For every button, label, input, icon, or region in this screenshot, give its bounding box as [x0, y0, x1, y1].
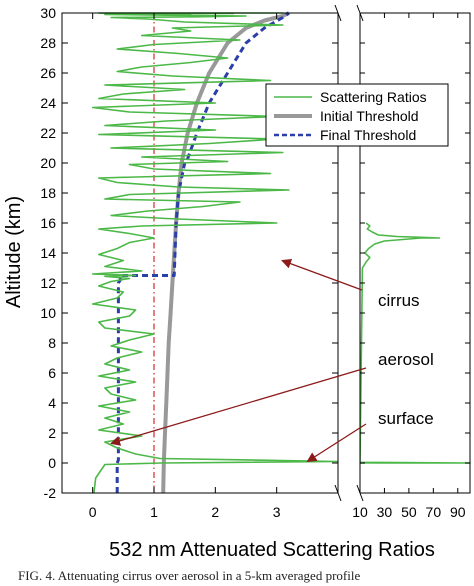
plot-area-broken	[359, 222, 471, 464]
x-tick-label: 50	[401, 504, 417, 520]
legend-entry: Final Threshold	[320, 127, 416, 143]
y-tick-label: -2	[44, 485, 57, 501]
annotations: cirrus aerosol surface	[110, 258, 434, 463]
x-tick-label: 10	[352, 504, 368, 520]
y-tick-label: 22	[40, 125, 56, 141]
figure-caption: FIG. 4. Attenuating cirrus over aerosol …	[18, 568, 361, 583]
series-scattering-ratios	[91, 12, 339, 494]
y-tick-label: 30	[40, 5, 56, 21]
x-tick-label: 30	[377, 504, 393, 520]
y-tick-label: 26	[40, 65, 56, 81]
x-axis-label: 532 nm Attenuated Scattering Ratios	[109, 539, 435, 561]
legend-entry: Initial Threshold	[320, 108, 419, 124]
annotation-arrow-cirrus	[281, 258, 363, 291]
annotation-label-aerosol: aerosol	[378, 350, 434, 369]
annotation-arrow-surface	[306, 423, 367, 463]
legend-entry: Scattering Ratios	[320, 89, 427, 105]
series-scattering-ratios-broken-axis	[359, 222, 471, 464]
y-tick-label: 4	[48, 395, 56, 411]
y-tick-label: 8	[48, 335, 56, 351]
y-tick-label: 18	[40, 185, 56, 201]
series-final-threshold	[115, 11, 290, 493]
legend: Scattering Ratios Initial Threshold Final …	[265, 83, 449, 147]
y-tick-label: 24	[40, 95, 56, 111]
annotation-label-surface: surface	[378, 409, 434, 428]
y-tick-label: 2	[48, 425, 56, 441]
y-tick-label: 10	[40, 305, 56, 321]
y-tick-label: 16	[40, 215, 56, 231]
y-tick-label: 12	[40, 275, 56, 291]
annotation-arrow-aerosol	[110, 367, 367, 446]
y-tick-label: 6	[48, 365, 56, 381]
y-tick-label: 20	[40, 155, 56, 171]
x-tick-label: 90	[450, 504, 466, 520]
plot-area-main	[91, 11, 339, 494]
y-tick-label: 14	[40, 245, 56, 261]
y-tick-label: 0	[48, 455, 56, 471]
annotation-label-cirrus: cirrus	[378, 291, 420, 310]
x-tick-label: 1	[150, 504, 158, 520]
y-tick-label: 28	[40, 35, 56, 51]
x-tick-label: 70	[426, 504, 442, 520]
y-axis-label: Altitude (km)	[3, 196, 25, 308]
x-tick-label: 3	[273, 504, 281, 520]
axis-gap	[338, 0, 360, 500]
x-tick-label: 2	[211, 504, 219, 520]
x-tick-label: 0	[89, 504, 97, 520]
